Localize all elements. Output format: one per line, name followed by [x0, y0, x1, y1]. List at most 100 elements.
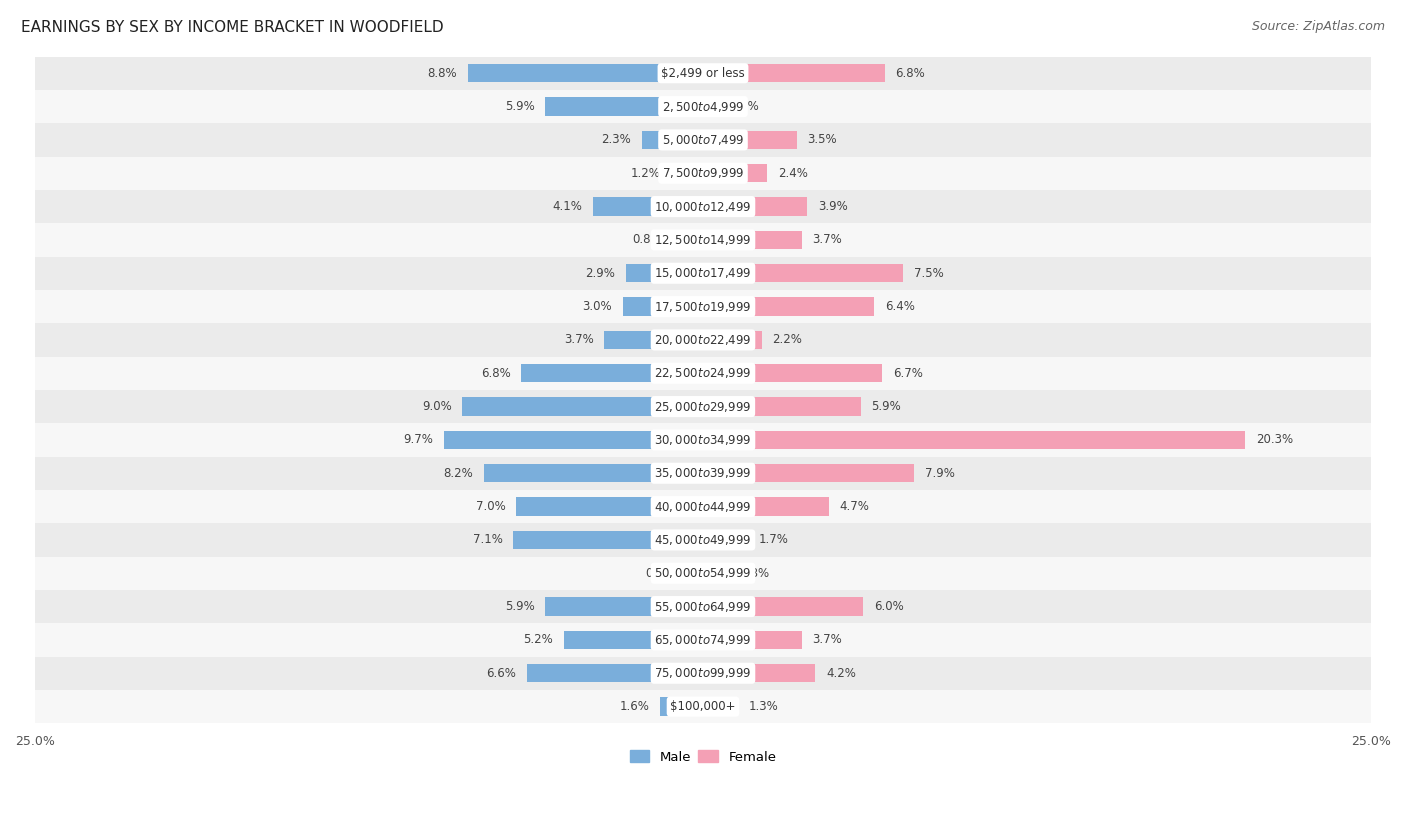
Bar: [35, 290, 1371, 324]
Bar: [703, 331, 762, 349]
Text: 6.0%: 6.0%: [875, 600, 904, 613]
Bar: [679, 231, 703, 249]
Text: 4.2%: 4.2%: [825, 667, 856, 680]
Text: 0.88%: 0.88%: [631, 233, 669, 246]
Text: 1.2%: 1.2%: [630, 167, 661, 180]
Bar: [703, 131, 797, 149]
Bar: [35, 57, 1371, 90]
Text: 3.9%: 3.9%: [818, 200, 848, 213]
Text: 5.2%: 5.2%: [523, 633, 554, 646]
Text: $7,500 to $9,999: $7,500 to $9,999: [662, 166, 744, 180]
Bar: [484, 464, 703, 482]
Text: 1.3%: 1.3%: [748, 700, 778, 713]
Text: 3.7%: 3.7%: [564, 333, 593, 346]
Text: $25,000 to $29,999: $25,000 to $29,999: [654, 399, 752, 414]
Bar: [703, 398, 860, 415]
Text: 7.9%: 7.9%: [925, 467, 955, 480]
Text: 20.3%: 20.3%: [1256, 433, 1294, 446]
Text: 0.6%: 0.6%: [730, 100, 759, 113]
Bar: [703, 98, 718, 115]
Bar: [661, 698, 703, 715]
Bar: [703, 64, 884, 82]
Text: 2.4%: 2.4%: [778, 167, 807, 180]
Text: 5.9%: 5.9%: [872, 400, 901, 413]
Text: 5.9%: 5.9%: [505, 600, 534, 613]
Text: $50,000 to $54,999: $50,000 to $54,999: [654, 567, 752, 580]
Bar: [626, 264, 703, 282]
Text: $10,000 to $12,499: $10,000 to $12,499: [654, 199, 752, 214]
Text: $40,000 to $44,999: $40,000 to $44,999: [654, 499, 752, 514]
Text: $2,499 or less: $2,499 or less: [661, 67, 745, 80]
Text: $22,500 to $24,999: $22,500 to $24,999: [654, 366, 752, 380]
Bar: [564, 631, 703, 649]
Bar: [623, 298, 703, 315]
Bar: [703, 664, 815, 682]
Text: 2.9%: 2.9%: [585, 267, 614, 280]
Text: $30,000 to $34,999: $30,000 to $34,999: [654, 433, 752, 447]
Bar: [516, 498, 703, 515]
Bar: [546, 598, 703, 615]
Text: $17,500 to $19,999: $17,500 to $19,999: [654, 299, 752, 314]
Text: 1.6%: 1.6%: [620, 700, 650, 713]
Bar: [703, 431, 1246, 449]
Bar: [605, 331, 703, 349]
Text: 7.5%: 7.5%: [914, 267, 943, 280]
Text: $20,000 to $22,499: $20,000 to $22,499: [654, 333, 752, 347]
Bar: [546, 98, 703, 115]
Bar: [35, 624, 1371, 657]
Text: 9.0%: 9.0%: [422, 400, 451, 413]
Bar: [703, 364, 882, 382]
Bar: [703, 564, 721, 582]
Bar: [35, 490, 1371, 524]
Bar: [703, 298, 875, 315]
Text: $100,000+: $100,000+: [671, 700, 735, 713]
Bar: [35, 524, 1371, 557]
Text: $45,000 to $49,999: $45,000 to $49,999: [654, 533, 752, 547]
Bar: [35, 157, 1371, 190]
Text: 9.7%: 9.7%: [404, 433, 433, 446]
Bar: [35, 324, 1371, 357]
Bar: [444, 431, 703, 449]
Bar: [35, 90, 1371, 124]
Text: 8.2%: 8.2%: [443, 467, 474, 480]
Bar: [35, 590, 1371, 624]
Text: 8.8%: 8.8%: [427, 67, 457, 80]
Text: 0.38%: 0.38%: [645, 567, 682, 580]
Text: Source: ZipAtlas.com: Source: ZipAtlas.com: [1251, 20, 1385, 33]
Bar: [671, 164, 703, 182]
Bar: [35, 424, 1371, 457]
Text: $35,000 to $39,999: $35,000 to $39,999: [654, 466, 752, 480]
Bar: [35, 190, 1371, 224]
Bar: [35, 224, 1371, 257]
Bar: [35, 457, 1371, 490]
Bar: [35, 357, 1371, 390]
Bar: [703, 464, 914, 482]
Bar: [35, 690, 1371, 724]
Text: $2,500 to $4,999: $2,500 to $4,999: [662, 99, 744, 114]
Text: $12,500 to $14,999: $12,500 to $14,999: [654, 233, 752, 247]
Bar: [527, 664, 703, 682]
Text: $75,000 to $99,999: $75,000 to $99,999: [654, 667, 752, 680]
Text: 0.68%: 0.68%: [733, 567, 769, 580]
Bar: [35, 557, 1371, 590]
Bar: [593, 198, 703, 215]
Text: 7.1%: 7.1%: [472, 533, 502, 546]
Text: 3.7%: 3.7%: [813, 633, 842, 646]
Text: 6.8%: 6.8%: [481, 367, 510, 380]
Text: 6.7%: 6.7%: [893, 367, 922, 380]
Bar: [703, 698, 738, 715]
Bar: [35, 124, 1371, 157]
Bar: [522, 364, 703, 382]
Bar: [703, 531, 748, 549]
Bar: [703, 631, 801, 649]
Text: 6.8%: 6.8%: [896, 67, 925, 80]
Bar: [35, 257, 1371, 290]
Text: 7.0%: 7.0%: [475, 500, 505, 513]
Text: 2.3%: 2.3%: [602, 133, 631, 146]
Text: 3.5%: 3.5%: [807, 133, 837, 146]
Text: $65,000 to $74,999: $65,000 to $74,999: [654, 633, 752, 647]
Text: 2.2%: 2.2%: [772, 333, 803, 346]
Legend: Male, Female: Male, Female: [624, 745, 782, 769]
Text: 4.7%: 4.7%: [839, 500, 869, 513]
Bar: [703, 598, 863, 615]
